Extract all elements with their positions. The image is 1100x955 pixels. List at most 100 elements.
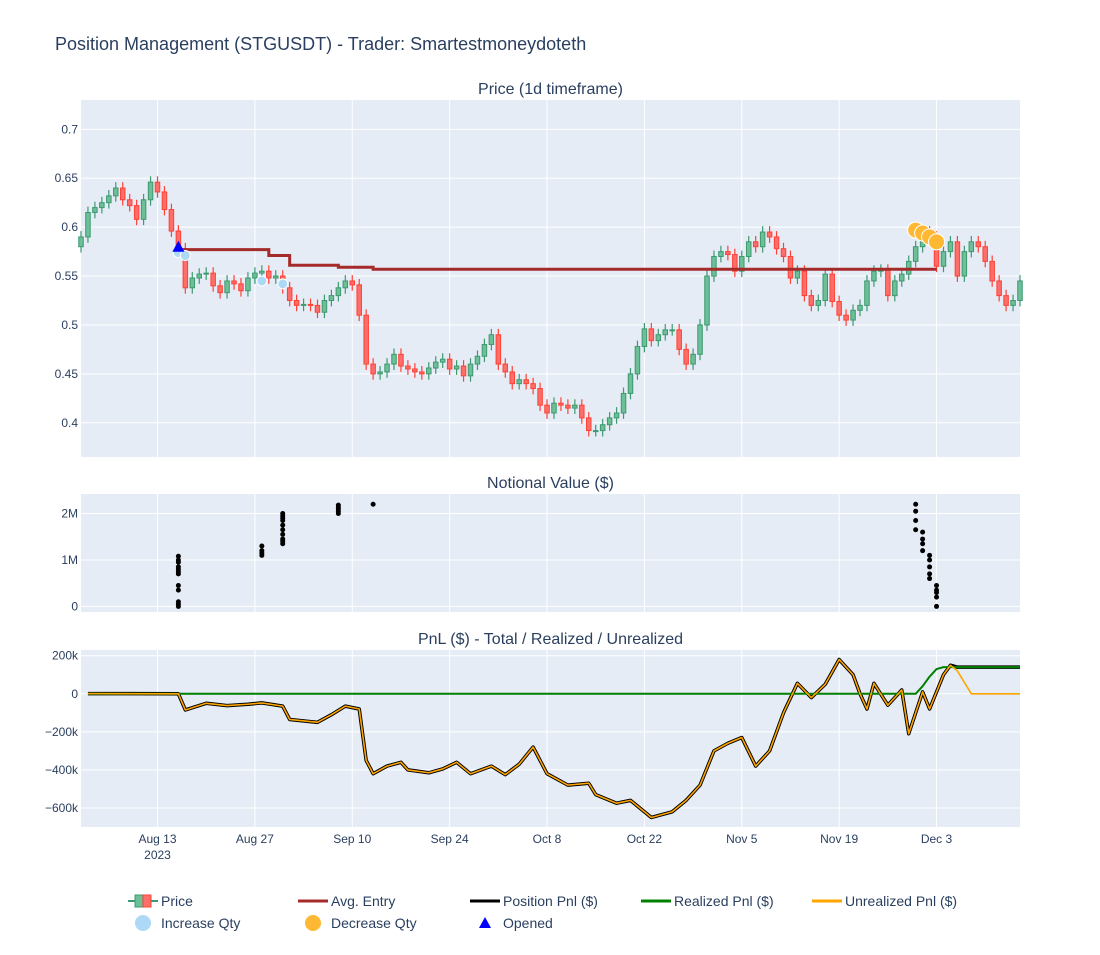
notional-point: [927, 557, 933, 563]
candle-body: [210, 272, 216, 287]
candle: [766, 226, 773, 243]
candle: [899, 268, 905, 287]
candle-body: [252, 272, 258, 279]
candle-body: [669, 329, 675, 332]
candle-body: [676, 329, 682, 350]
candle: [196, 268, 202, 284]
y-tick-label: 0.5: [61, 318, 78, 332]
candle-body: [759, 231, 766, 248]
candle: [592, 424, 599, 437]
legend-item: Avg. Entry: [298, 893, 395, 909]
candle: [732, 248, 738, 278]
legend-swatch: [134, 894, 144, 908]
notional-point: [280, 536, 286, 542]
candle-body: [377, 371, 383, 375]
candle: [384, 358, 390, 378]
y-tick-label: 0.45: [55, 367, 79, 381]
notional-point: [913, 508, 919, 514]
candle: [328, 289, 335, 307]
candle-body: [412, 368, 418, 373]
legend-swatch: [305, 915, 321, 931]
candle: [725, 245, 731, 261]
candle-body: [238, 283, 244, 292]
candle-body: [537, 388, 543, 406]
candle: [509, 366, 515, 390]
candle-body: [641, 328, 648, 347]
legend-label: Decrease Qty: [331, 915, 417, 931]
candle: [606, 412, 613, 431]
candle: [586, 412, 592, 437]
candle: [273, 270, 279, 284]
candle-body: [488, 334, 495, 346]
notional-point: [280, 522, 286, 528]
candle-body: [864, 280, 870, 306]
candle-body: [690, 353, 696, 365]
candle: [759, 226, 766, 253]
candle: [641, 323, 648, 353]
candle: [982, 240, 988, 268]
candle-body: [349, 280, 356, 286]
candle: [787, 250, 794, 284]
candle-body: [446, 358, 453, 370]
y-tick-label: 0.4: [61, 416, 78, 430]
candle-body: [481, 344, 488, 357]
candle-body: [453, 365, 460, 370]
plot-area-1: [81, 100, 1020, 457]
candle-body: [634, 345, 641, 375]
candle-body: [384, 363, 390, 373]
figure-title: Position Management (STGUSDT) - Trader: …: [55, 34, 586, 54]
candle-body: [801, 270, 808, 297]
x-tick-label: Aug 27: [236, 832, 274, 846]
notional-point: [280, 531, 286, 537]
legend-label: Increase Qty: [161, 915, 240, 931]
candle: [558, 397, 564, 412]
notional-point: [175, 599, 181, 605]
notional-point: [920, 529, 926, 535]
candle: [648, 323, 655, 347]
candle-body: [203, 272, 209, 275]
y-tick-label: −400k: [45, 763, 79, 777]
candle: [892, 275, 898, 302]
candle: [335, 281, 342, 302]
candle-body: [752, 241, 759, 248]
candle-body: [273, 275, 279, 279]
candle-body: [940, 251, 947, 267]
y-tick-label: 1M: [61, 553, 78, 567]
candle-body: [266, 270, 272, 279]
candle-body: [572, 404, 578, 409]
candle: [419, 366, 425, 380]
candle: [780, 242, 787, 263]
x-tick-year-label: 2023: [144, 848, 171, 862]
candle: [537, 382, 543, 412]
candle-body: [168, 209, 175, 232]
candle-body: [495, 334, 502, 365]
candle: [474, 350, 481, 370]
candle-body: [586, 417, 592, 432]
candle: [690, 348, 696, 370]
candle-body: [551, 402, 557, 414]
candle: [996, 275, 1002, 302]
candle-body: [558, 402, 564, 406]
avg-entry-line: [178, 248, 937, 271]
candle-body: [871, 270, 877, 282]
x-tick-label: Oct 22: [627, 832, 663, 846]
candle-body: [982, 246, 988, 262]
legend-item: Position Pnl ($): [470, 893, 598, 909]
candle: [502, 358, 509, 378]
candle-body: [92, 207, 98, 213]
candle-body: [328, 295, 335, 302]
x-tick-label: Oct 8: [533, 832, 562, 846]
notional-point: [934, 603, 940, 609]
candle-body: [342, 280, 349, 289]
notional-point: [175, 557, 181, 563]
plot-area-2: [81, 494, 1020, 612]
notional-point: [934, 594, 940, 600]
candle-body: [968, 241, 975, 253]
opened-marker: [172, 240, 185, 252]
candle: [300, 298, 307, 312]
legend-item: Realized Pnl ($): [641, 893, 774, 909]
candle: [752, 235, 759, 253]
notional-point: [934, 589, 940, 595]
candle: [245, 272, 251, 297]
